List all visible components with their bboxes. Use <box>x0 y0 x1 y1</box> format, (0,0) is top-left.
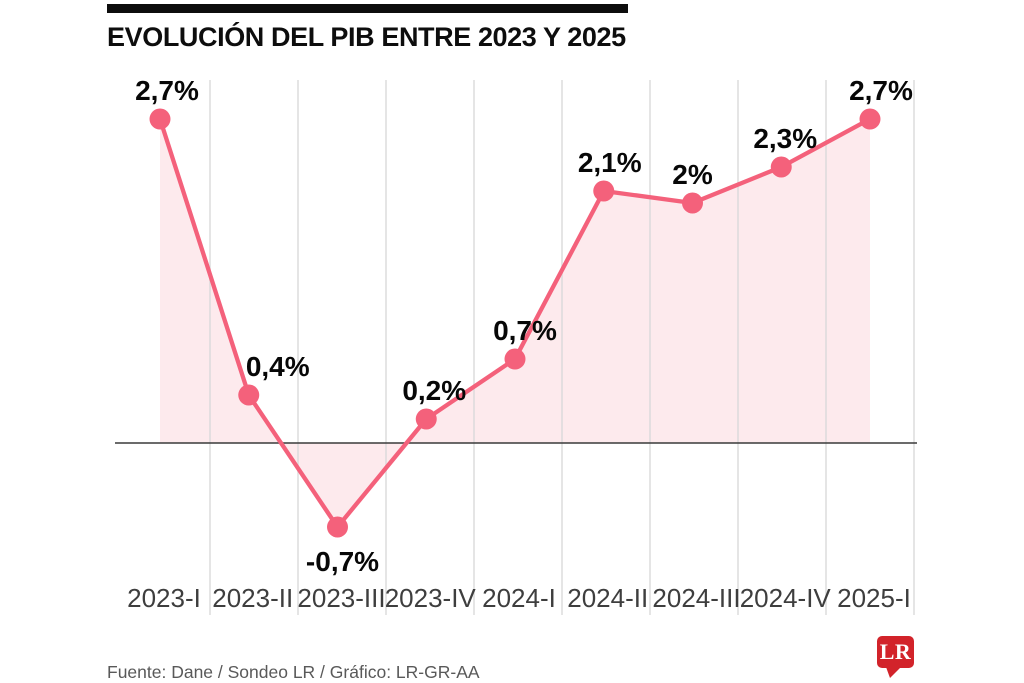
data-point-marker <box>504 348 526 370</box>
x-axis-label: 2023-III <box>297 583 385 613</box>
data-point-marker <box>682 192 703 214</box>
x-axis-label: 2024-II <box>567 583 648 613</box>
x-axis-label: 2024-I <box>482 583 556 613</box>
lr-logo-text: LR <box>879 639 912 664</box>
data-point-marker <box>327 516 348 538</box>
data-point-marker <box>149 108 171 130</box>
source-caption: Fuente: Dane / Sondeo LR / Gráfico: LR-G… <box>107 662 480 682</box>
data-point-label: 0,7% <box>493 315 557 346</box>
data-point-marker <box>770 156 792 178</box>
x-axis-label: 2025-I <box>837 583 911 613</box>
data-point-marker <box>238 384 260 406</box>
x-axis-label: 2024-IV <box>740 583 832 613</box>
data-point-marker <box>593 180 615 202</box>
x-axis-label: 2023-IV <box>385 583 477 613</box>
x-axis-label: 2024-III <box>652 583 740 613</box>
chart-title: EVOLUCIÓN DEL PIB ENTRE 2023 Y 2025 <box>107 22 626 52</box>
data-point-label: 0,2% <box>402 375 466 406</box>
x-axis-label: 2023-II <box>212 583 293 613</box>
area-fill <box>160 119 870 527</box>
lr-logo: LR <box>877 636 914 678</box>
title-accent-bar <box>107 4 628 13</box>
data-point-label: 2,3% <box>753 123 817 154</box>
data-point-label: 2,7% <box>849 75 913 106</box>
data-point-label: 2% <box>672 159 713 190</box>
data-point-marker <box>415 408 437 430</box>
data-point-marker <box>859 108 881 130</box>
data-point-label: 2,1% <box>578 147 642 178</box>
x-axis-label: 2023-I <box>127 583 201 613</box>
data-point-label: -0,7% <box>306 546 379 577</box>
data-point-label: 0,4% <box>246 351 310 382</box>
data-point-label: 2,7% <box>135 75 199 106</box>
